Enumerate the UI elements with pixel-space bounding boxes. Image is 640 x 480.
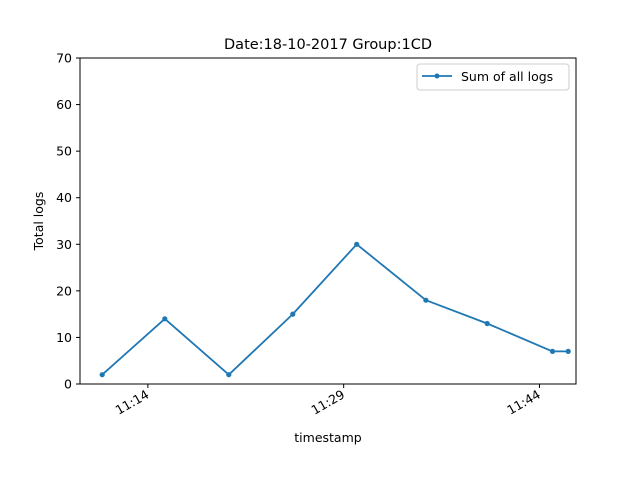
x-tick-label: 11:14 — [113, 387, 152, 418]
y-tick-label: 20 — [56, 283, 72, 298]
y-tick-label: 70 — [56, 51, 72, 66]
x-tick-label: 11:29 — [308, 387, 347, 418]
x-axis-ticks: 11:14 11:29 11:44 — [113, 384, 543, 418]
series-line — [101, 243, 569, 376]
y-axis-label: Total logs — [31, 192, 46, 252]
plot-frame — [79, 57, 577, 385]
y-tick-label: 0 — [64, 377, 72, 392]
y-tick-label: 30 — [56, 237, 72, 252]
legend-label: Sum of all logs — [461, 69, 553, 84]
legend-point-marker — [434, 73, 440, 79]
data-point — [565, 348, 571, 354]
data-point — [354, 241, 360, 247]
y-tick-label: 60 — [56, 97, 72, 112]
data-point — [423, 297, 429, 303]
y-tick-label: 40 — [56, 190, 72, 205]
data-point — [226, 372, 232, 378]
x-axis-label: timestamp — [294, 430, 361, 445]
series-layer — [99, 241, 571, 378]
data-point — [549, 348, 556, 354]
x-tick-label: 11:44 — [504, 387, 543, 418]
legend: Sum of all logs — [416, 63, 570, 91]
legend-box — [416, 63, 570, 91]
y-tick-label: 50 — [56, 144, 72, 159]
data-point — [290, 311, 296, 317]
y-axis-ticks: 0 10 20 30 40 50 60 70 — [56, 51, 80, 392]
data-point — [99, 372, 105, 378]
chart-title: Date:18-10-2017 Group:1CD — [224, 37, 432, 53]
data-point — [162, 316, 168, 322]
y-tick-label: 10 — [56, 330, 72, 345]
data-point — [484, 320, 490, 327]
